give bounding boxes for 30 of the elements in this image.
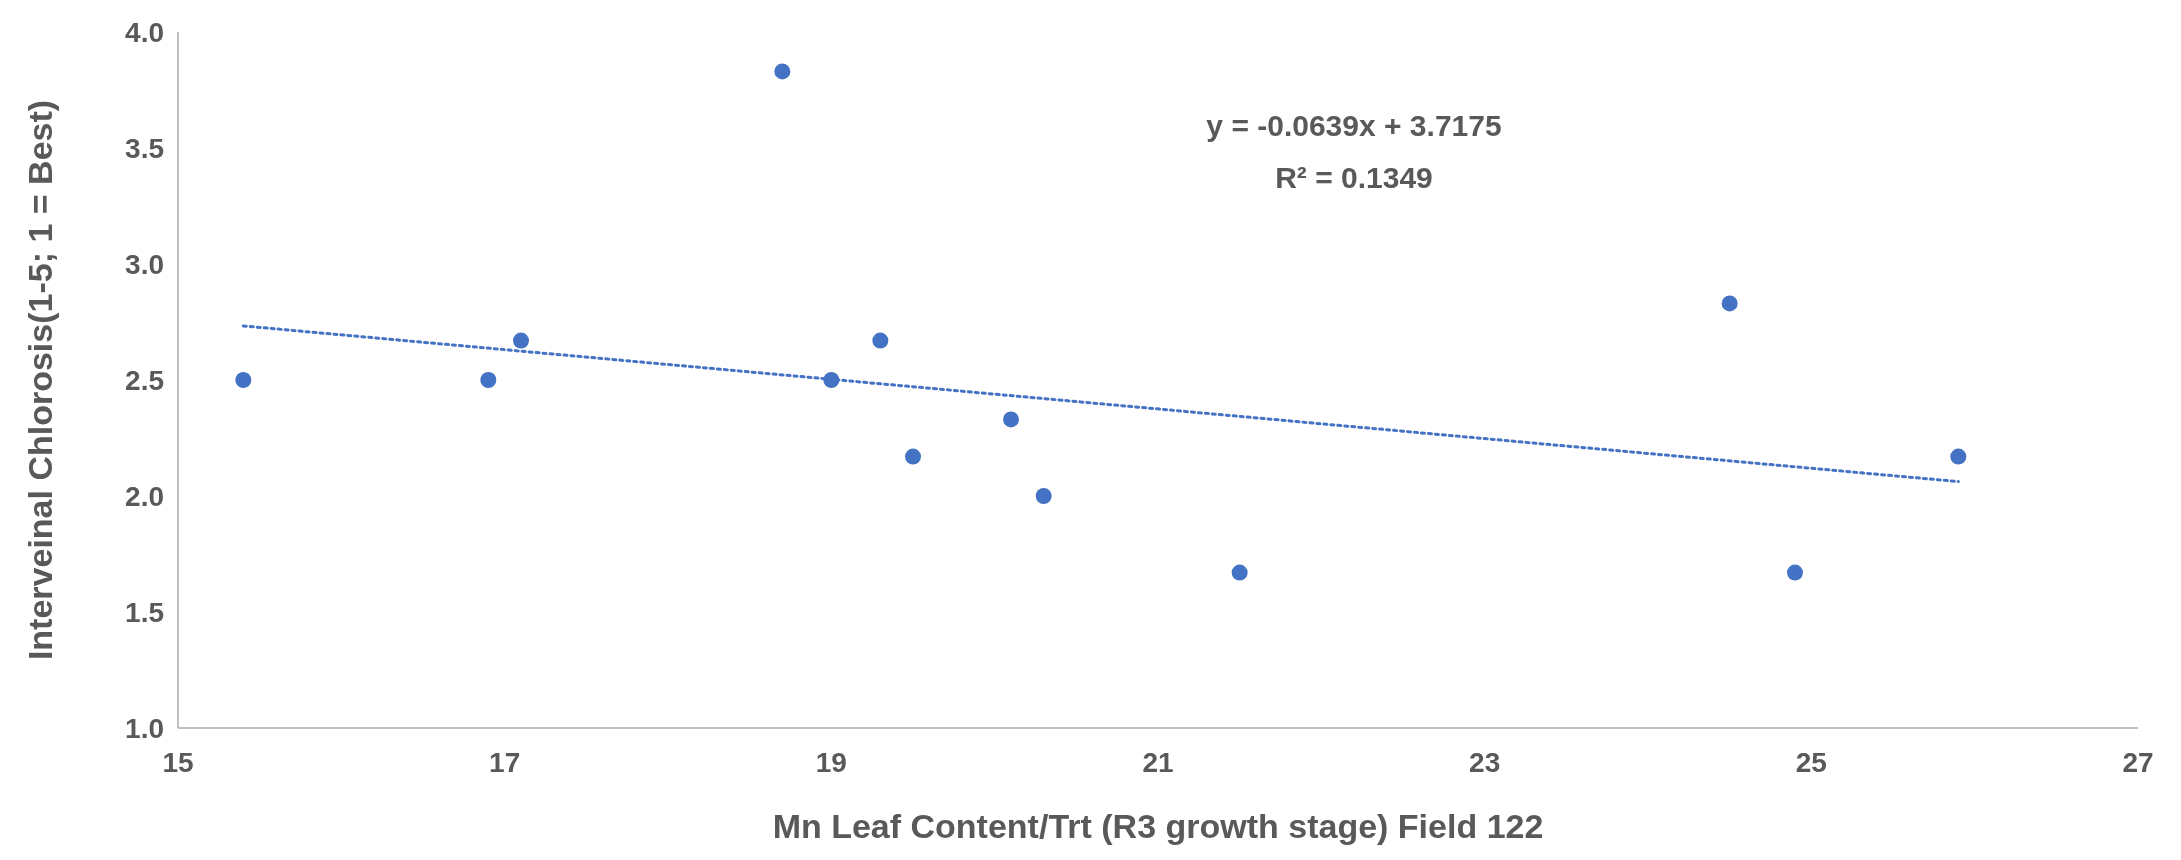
point <box>1721 295 1738 312</box>
x-tick-label: 23 <box>1469 747 1501 778</box>
point <box>774 63 791 80</box>
point <box>480 372 497 388</box>
annotation: y = -0.0639x + 3.7175 <box>1206 109 1502 142</box>
y-tick-label: 1.5 <box>125 596 164 628</box>
x-tick-label: 25 <box>1795 747 1827 778</box>
y-tick-label: 2.5 <box>125 364 164 396</box>
y-axis-title: Interveinal Chlorosis(1-5; 1 = Best) <box>21 99 59 661</box>
point <box>1787 564 1803 581</box>
x-tick-label: 21 <box>1142 747 1174 778</box>
point <box>1231 564 1248 581</box>
point <box>905 448 921 465</box>
y-tick-label: 3.5 <box>125 132 164 164</box>
point <box>513 332 529 349</box>
point <box>235 372 252 388</box>
x-tick-label: 27 <box>2122 747 2154 778</box>
point <box>1035 488 1052 504</box>
point <box>872 332 889 349</box>
point <box>1003 411 1019 428</box>
x-tick-label: 15 <box>162 747 194 778</box>
y-tick-label: 2.0 <box>125 480 164 512</box>
x-axis-title: Mn Leaf Content/Trt (R3 growth stage) Field 122 <box>772 807 1544 845</box>
y-tick-label: 3.0 <box>125 248 164 280</box>
y-tick-label: 1.0 <box>125 712 164 744</box>
x-tick-label: 19 <box>815 747 847 778</box>
y-tick-label: 4.0 <box>125 16 164 48</box>
annotation: R² = 0.1349 <box>1275 161 1433 194</box>
point <box>1950 448 1967 465</box>
x-tick-label: 17 <box>489 747 521 778</box>
